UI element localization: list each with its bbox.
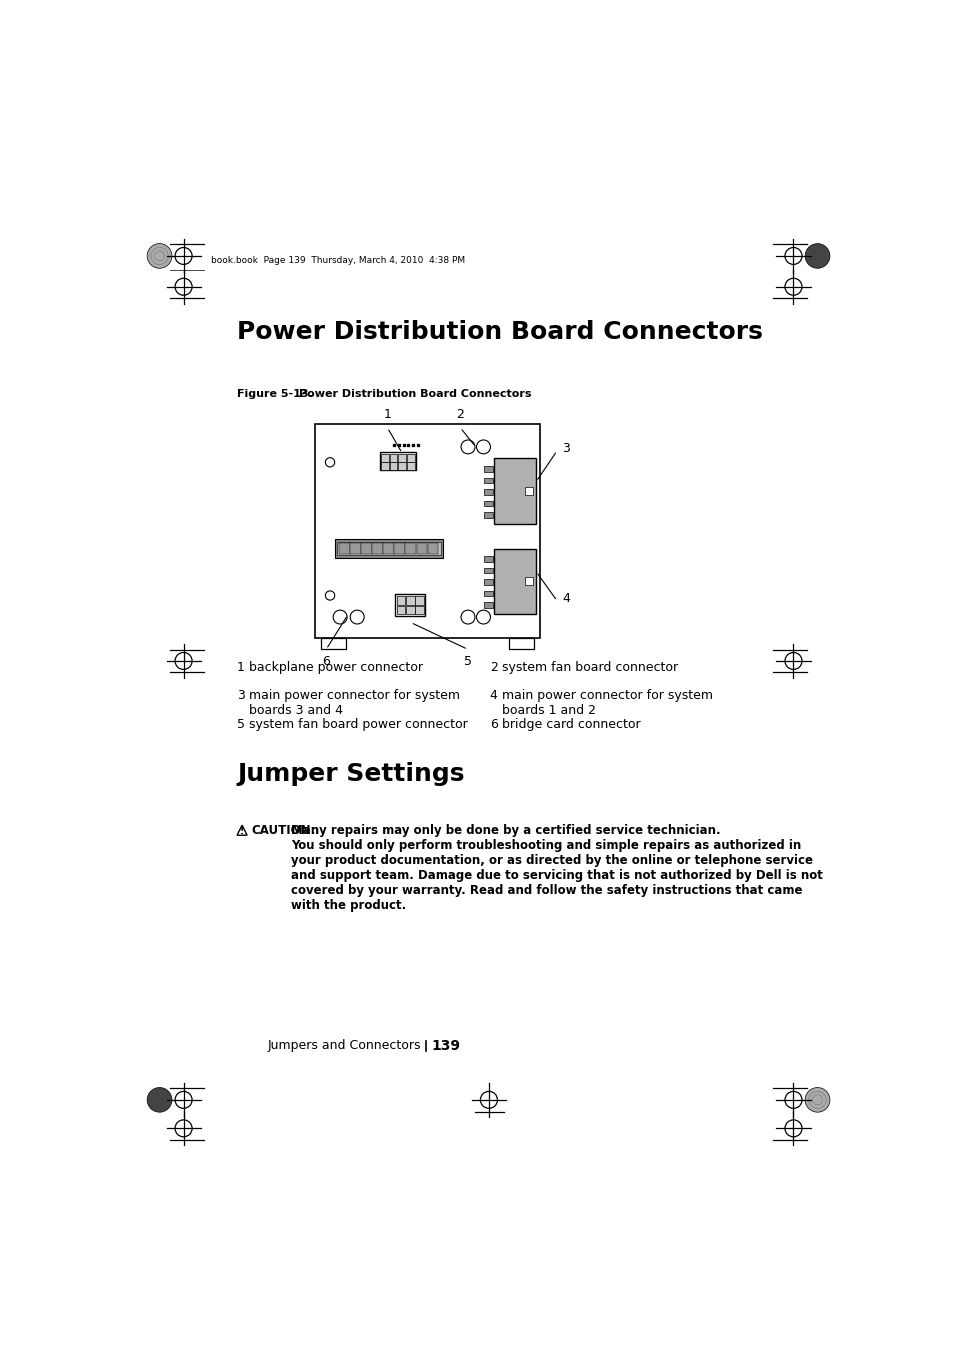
Bar [314,424,539,637]
Bar [484,568,493,574]
Text: 2: 2 [489,662,497,674]
Circle shape [147,243,172,269]
Bar [484,489,493,494]
Bar [350,543,360,554]
Text: Jumpers and Connectors: Jumpers and Connectors [268,1040,421,1053]
Bar [390,462,397,470]
Text: 5: 5 [236,718,245,730]
Bar [394,543,404,554]
Bar [484,556,493,562]
Bar [493,459,536,524]
Circle shape [804,243,829,269]
Text: bridge card connector: bridge card connector [501,718,640,730]
Bar [484,602,493,608]
Text: 6: 6 [322,655,330,668]
Text: Power Distribution Board Connectors: Power Distribution Board Connectors [298,389,531,400]
Text: main power connector for system
boards 1 and 2: main power connector for system boards 1… [501,690,712,717]
Bar [525,487,533,494]
Bar [390,454,397,462]
Bar [415,597,423,605]
Bar [379,451,416,470]
Text: 3: 3 [236,690,245,702]
Bar [484,579,493,585]
Bar [405,543,416,554]
Bar [396,606,405,614]
Text: Power Distribution Board Connectors: Power Distribution Board Connectors [236,320,762,344]
Bar [484,501,493,506]
Bar [335,539,443,558]
Bar [397,454,406,462]
Bar [525,576,533,585]
Bar [415,606,423,614]
Bar [395,594,425,616]
Bar [397,462,406,470]
Circle shape [147,1088,172,1112]
Text: 4: 4 [562,593,570,605]
Bar [406,606,415,614]
Text: book.book  Page 139  Thursday, March 4, 2010  4:38 PM: book.book Page 139 Thursday, March 4, 20… [211,256,464,265]
Bar [484,466,493,471]
Bar [383,543,394,554]
Bar [493,548,536,614]
Bar [416,543,426,554]
Text: 6: 6 [489,718,497,730]
Bar [406,597,415,605]
Bar [372,543,382,554]
Text: backplane power connector: backplane power connector [249,662,423,674]
Bar [339,543,349,554]
Bar [484,513,493,518]
Text: 5: 5 [463,655,472,668]
Bar [381,454,389,462]
Text: Many repairs may only be done by a certified service technician.
You should only: Many repairs may only be done by a certi… [291,825,822,913]
Text: system fan board power connector: system fan board power connector [249,718,468,730]
Bar [396,597,405,605]
Text: system fan board connector: system fan board connector [501,662,678,674]
Bar [320,637,345,648]
Bar [336,541,440,555]
Bar [484,591,493,597]
Text: 1: 1 [383,409,391,421]
Bar [381,462,389,470]
Bar [361,543,372,554]
Text: 3: 3 [562,441,570,455]
Bar [406,454,415,462]
Text: 1: 1 [236,662,245,674]
Text: 4: 4 [489,690,497,702]
Bar [484,478,493,483]
Text: Figure 5-13.: Figure 5-13. [236,389,313,400]
Text: main power connector for system
boards 3 and 4: main power connector for system boards 3… [249,690,460,717]
Bar [427,543,437,554]
Text: 139: 139 [431,1040,460,1053]
Circle shape [804,1088,829,1112]
Text: !: ! [240,826,244,836]
Bar [509,637,534,648]
Text: 2: 2 [456,409,464,421]
Bar [406,462,415,470]
Text: CAUTION:: CAUTION: [251,825,315,837]
Text: Jumper Settings: Jumper Settings [236,761,464,786]
